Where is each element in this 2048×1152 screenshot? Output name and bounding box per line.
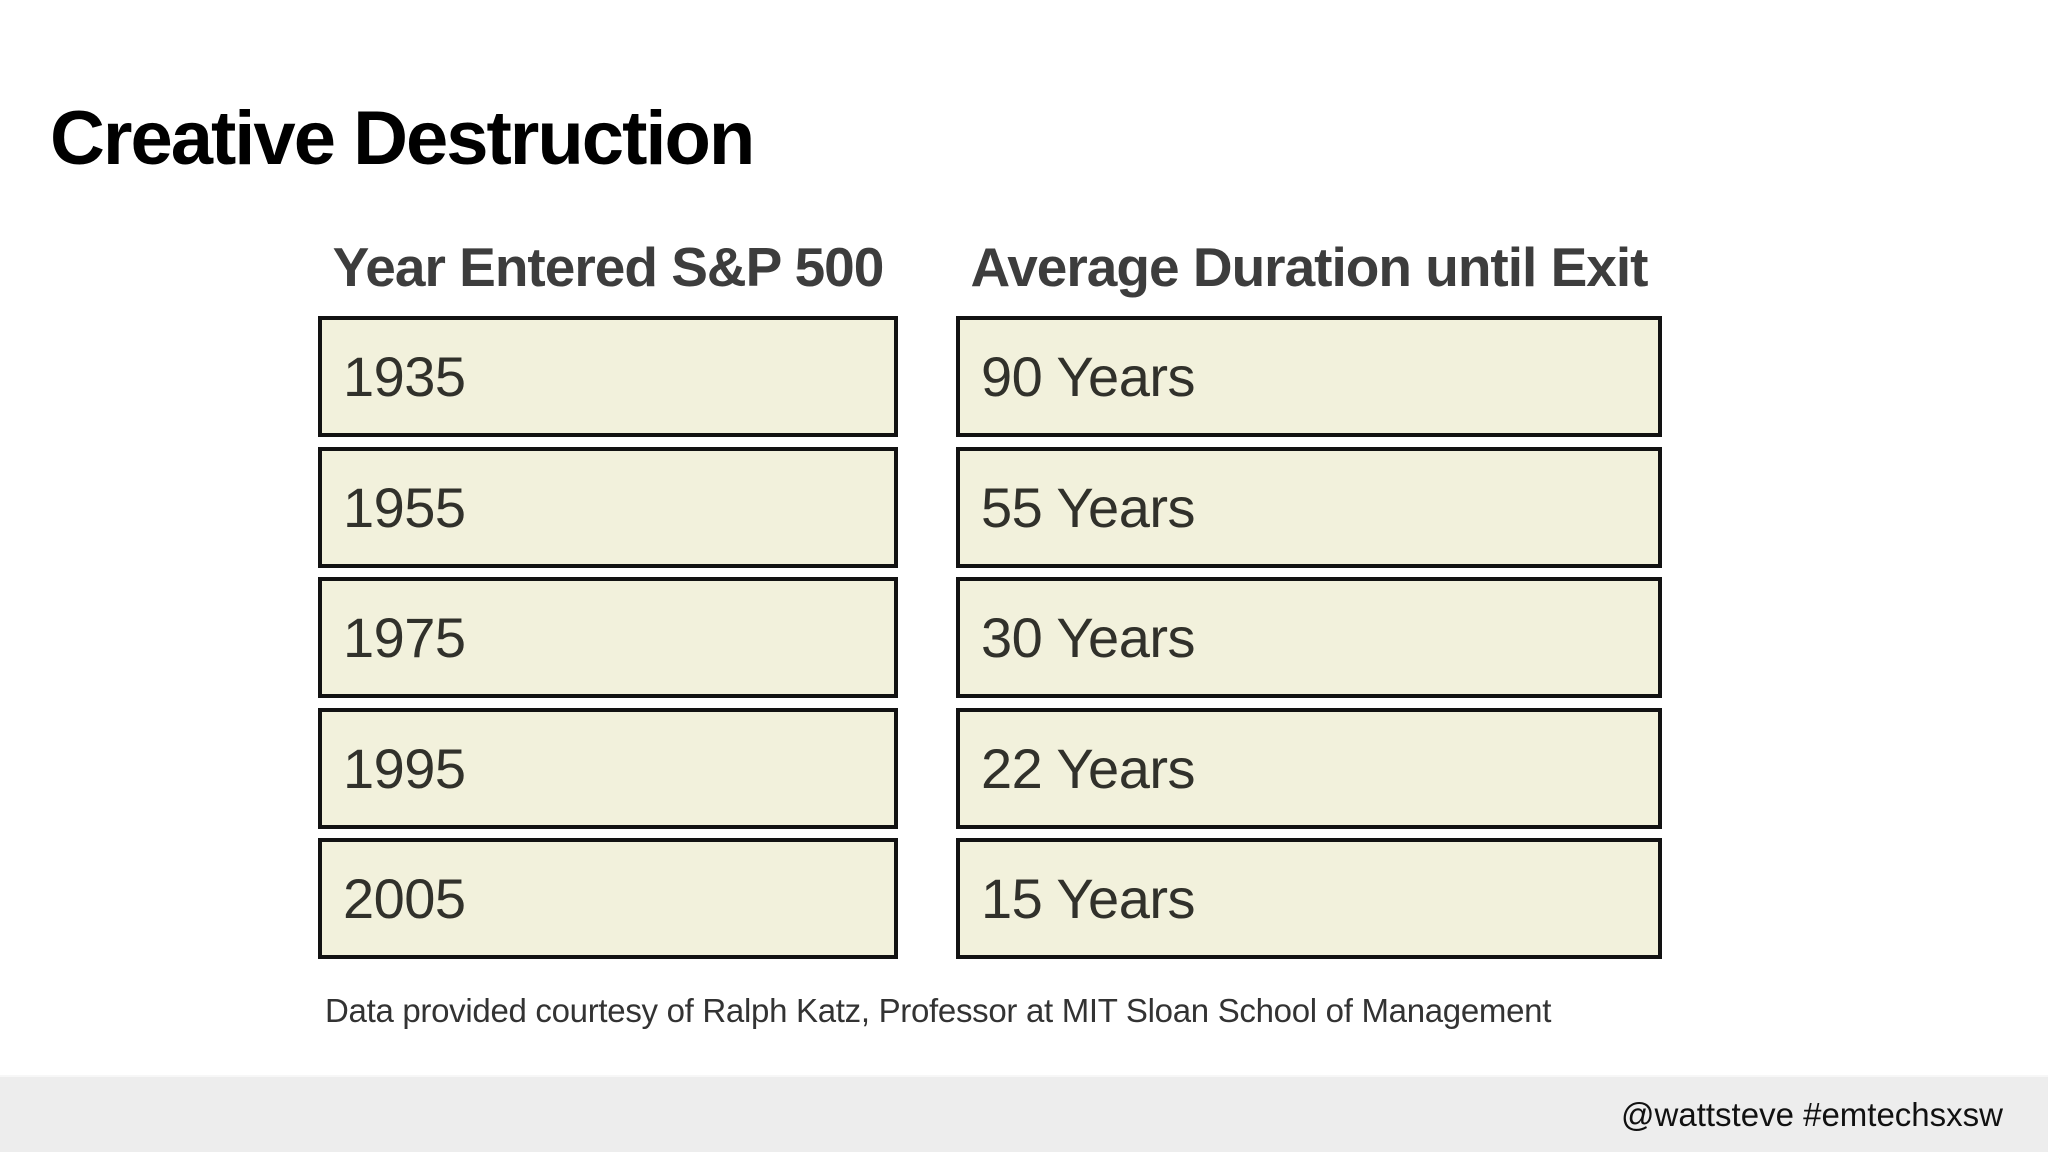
year-column: 1935 1955 1975 1995 2005 [318,316,898,959]
column-header-average-duration: Average Duration until Exit [970,236,1649,298]
slide-title: Creative Destruction [50,95,755,181]
data-source-caption: Data provided courtesy of Ralph Katz, Pr… [325,992,1552,1029]
year-cell: 1935 [318,316,898,437]
duration-cell: 15 Years [956,838,1662,959]
duration-column: 90 Years 55 Years 30 Years 22 Years 15 Y… [956,316,1662,959]
year-cell: 1995 [318,707,898,829]
duration-cell: 90 Years [956,316,1662,437]
year-cell: 2005 [318,838,898,959]
duration-cell: 55 Years [956,446,1662,568]
year-cell: 1955 [318,446,898,568]
column-header-year-entered: Year Entered S&P 500 [332,236,885,298]
footer-band: @wattsteve #emtechsxsw [0,1075,2048,1152]
duration-cell: 30 Years [956,577,1662,698]
year-cell: 1975 [318,577,898,698]
duration-cell: 22 Years [956,707,1662,829]
social-handle-text: @wattsteve #emtechsxsw [1621,1096,2003,1133]
